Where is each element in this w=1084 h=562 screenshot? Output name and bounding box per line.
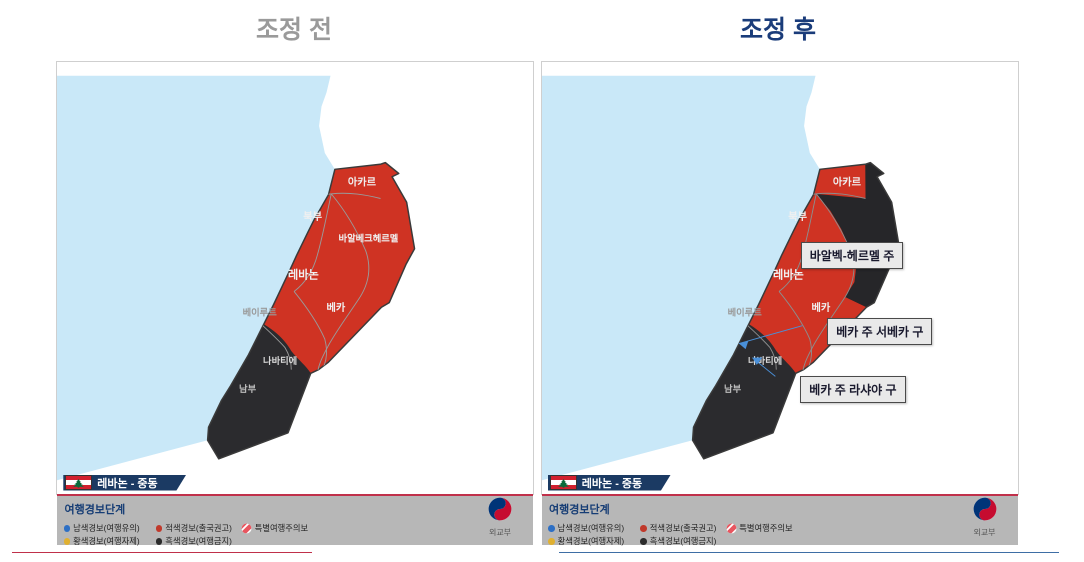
svg-text:나바티에: 나바티에 (263, 354, 297, 365)
svg-text:아카르: 아카르 (348, 175, 377, 188)
svg-text:베이루트: 베이루트 (243, 306, 278, 317)
svg-text:남부: 남부 (239, 382, 257, 393)
svg-text:바알베크헤르멜: 바알베크헤르멜 (339, 232, 399, 243)
svg-text:베카: 베카 (327, 301, 346, 314)
svg-text:북부: 북부 (303, 210, 322, 222)
svg-text:레바논: 레바논 (288, 267, 319, 281)
